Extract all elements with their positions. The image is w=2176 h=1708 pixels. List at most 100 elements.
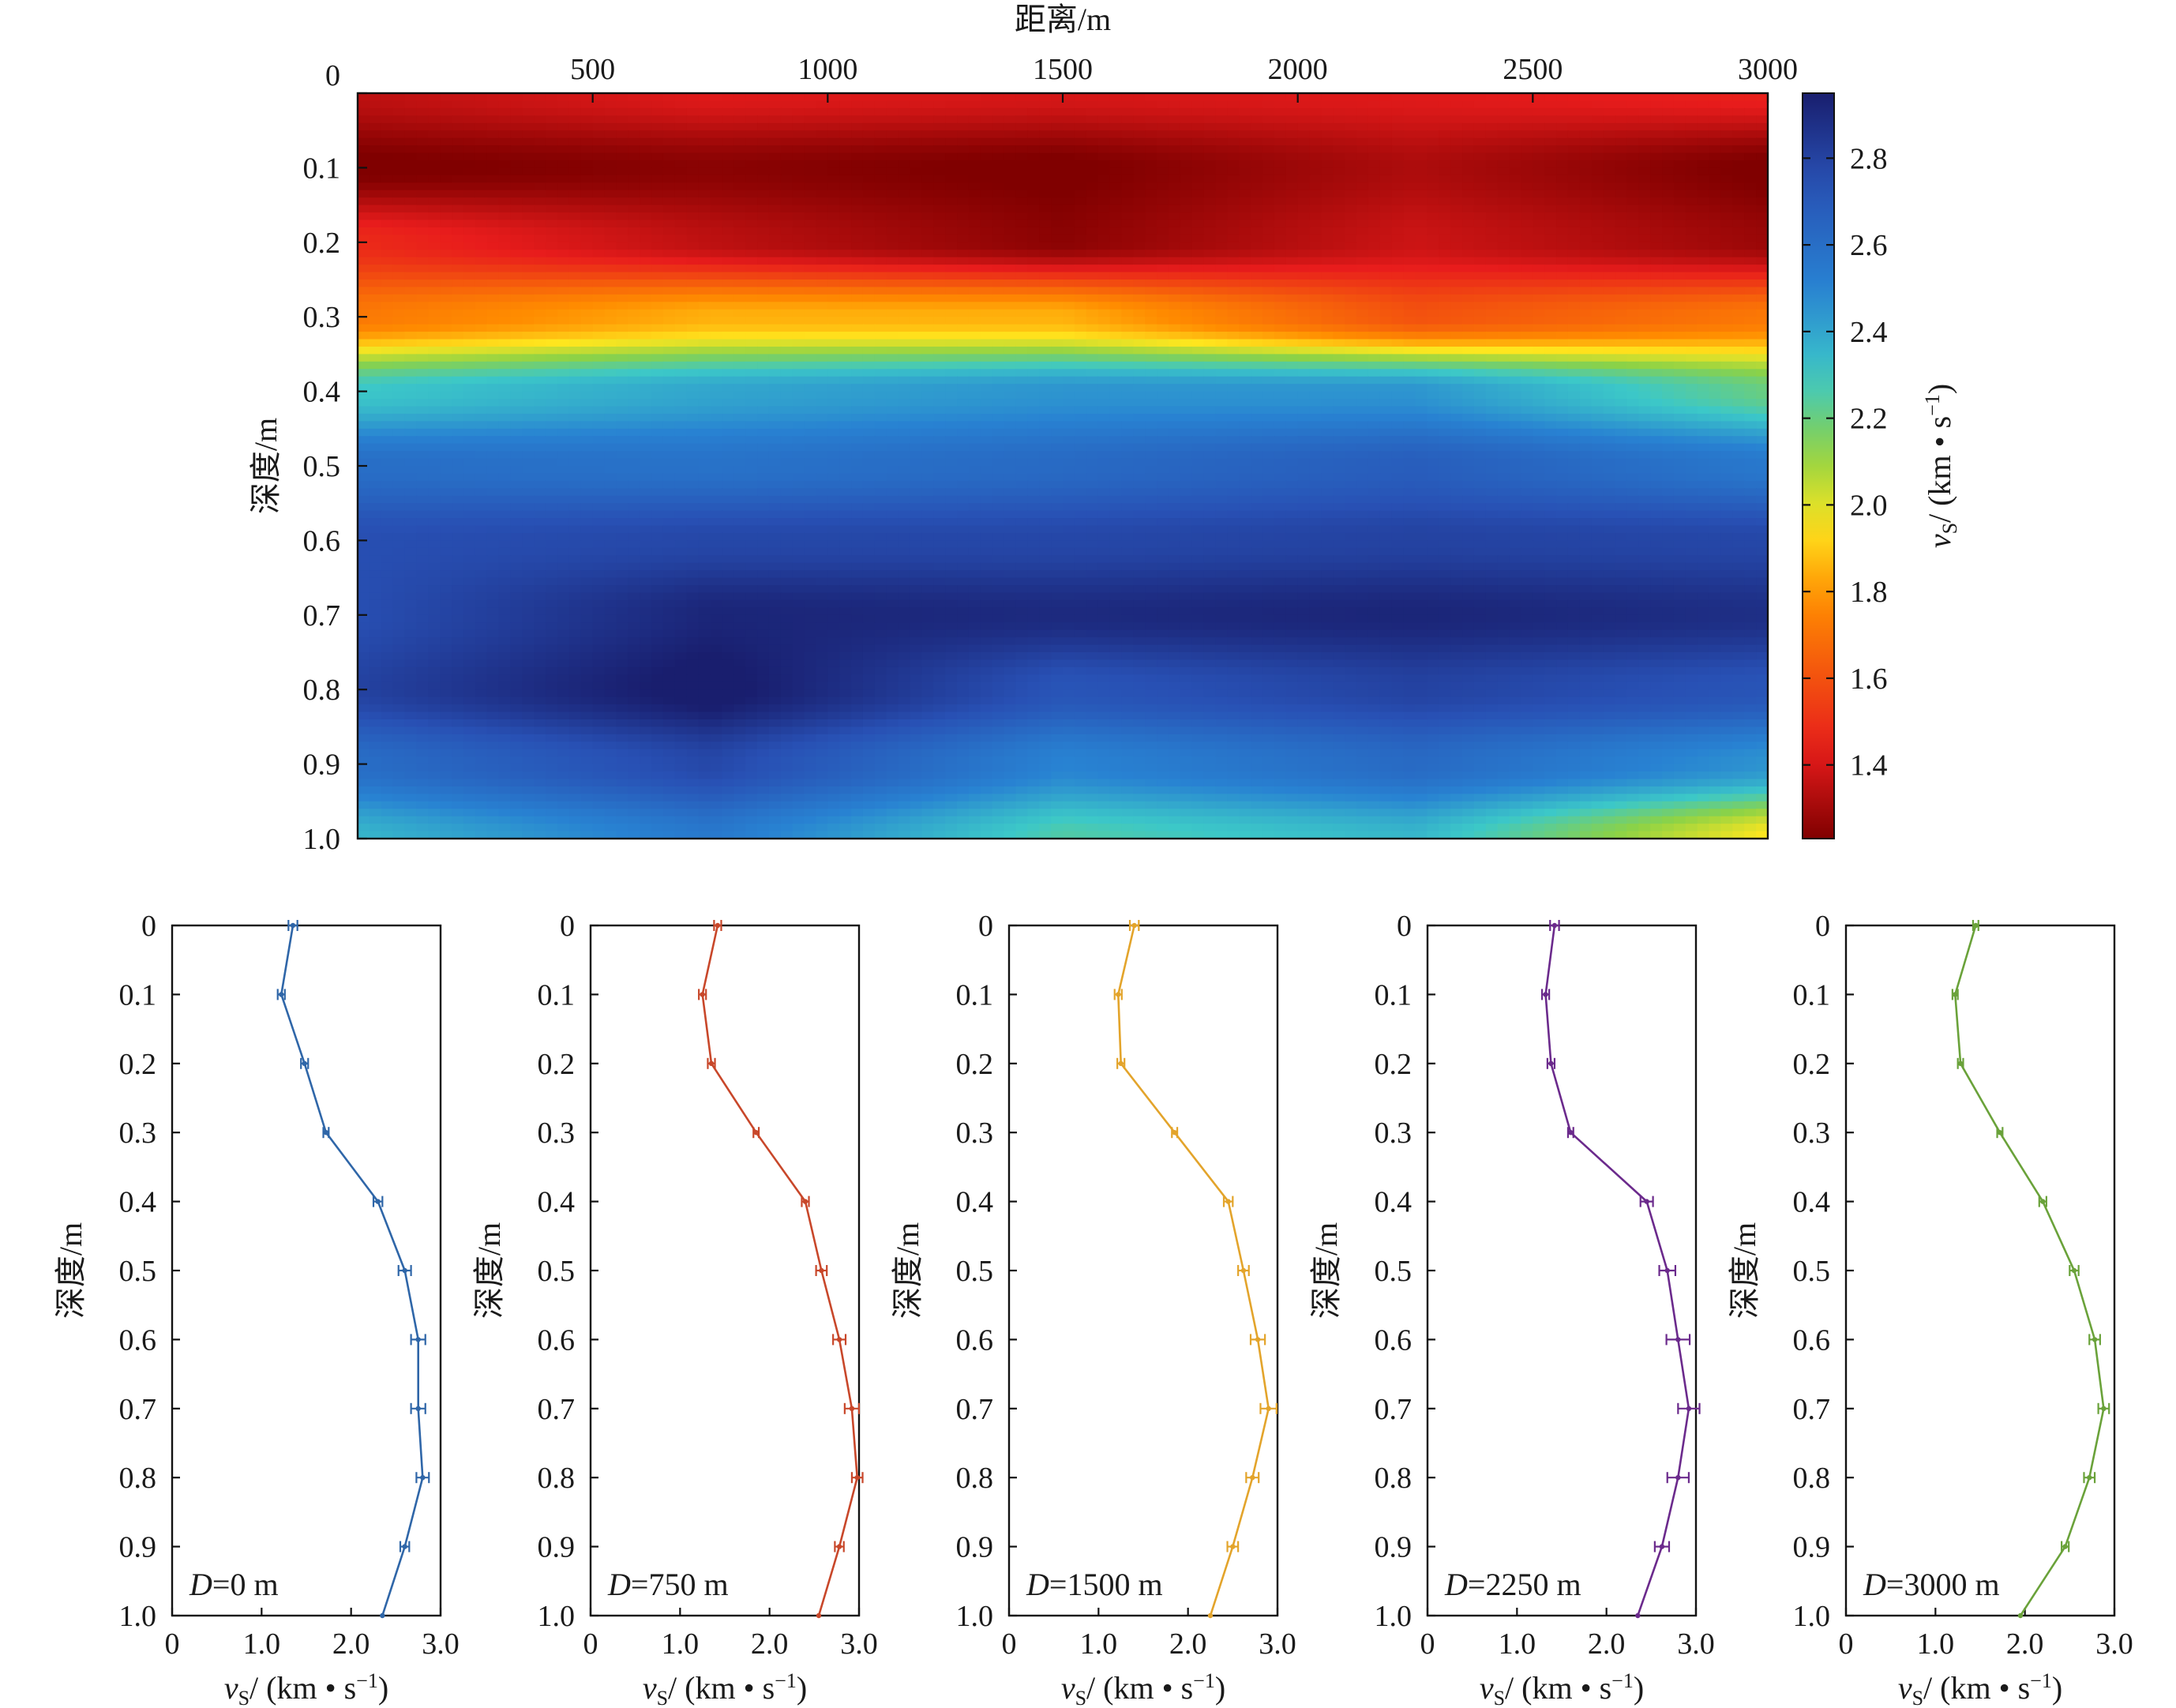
- heatmap-cell: [486, 287, 500, 295]
- heatmap-cell: [1121, 324, 1135, 332]
- heatmap-cell: [992, 212, 1005, 221]
- heatmap-cell: [1333, 309, 1345, 317]
- heatmap-cell: [921, 212, 935, 221]
- heatmap-cell: [674, 242, 688, 251]
- heatmap-cell: [1579, 257, 1593, 265]
- heatmap-cell: [416, 197, 430, 206]
- heatmap-cell: [1097, 227, 1111, 236]
- heatmap-cell: [921, 287, 935, 295]
- heatmap-cell: [381, 354, 394, 362]
- heatmap-cell: [1626, 205, 1640, 213]
- heatmap-cell: [1662, 265, 1675, 273]
- heatmap-cell: [1051, 354, 1064, 362]
- heatmap-cell: [580, 93, 594, 102]
- heatmap-cell: [475, 190, 488, 198]
- heatmap-cell: [874, 242, 887, 251]
- heatmap-cell: [733, 391, 746, 400]
- heatmap-cell: [1063, 235, 1075, 243]
- heatmap-cell: [1157, 294, 1169, 303]
- heatmap-cell: [851, 332, 864, 340]
- heatmap-cell: [1697, 324, 1710, 332]
- heatmap-cell: [839, 265, 852, 273]
- heatmap-cell: [1626, 242, 1640, 251]
- heatmap-cell: [358, 137, 370, 146]
- heatmap-cell: [674, 130, 688, 139]
- heatmap-cell: [910, 182, 923, 191]
- heatmap-cell: [1074, 346, 1087, 355]
- heatmap-cell: [640, 100, 652, 109]
- heatmap-cell: [1097, 212, 1111, 221]
- heatmap-cell: [1333, 317, 1345, 325]
- heatmap-cell: [1215, 235, 1229, 243]
- heatmap-cell: [1697, 242, 1710, 251]
- heatmap-cell: [1567, 100, 1581, 109]
- heatmap-cell: [1251, 302, 1263, 310]
- heatmap-cell: [722, 122, 735, 131]
- heatmap-cell: [1638, 294, 1651, 303]
- heatmap-cell: [1368, 152, 1381, 161]
- heatmap-cell: [1462, 302, 1475, 310]
- heatmap-cell: [392, 376, 406, 385]
- heatmap-cell: [392, 212, 406, 221]
- heatmap-cell: [592, 205, 606, 213]
- heatmap-cell: [851, 175, 864, 184]
- heatmap-cell: [1697, 369, 1710, 377]
- heatmap-cell: [1321, 384, 1334, 392]
- heatmap-cell: [640, 137, 652, 146]
- heatmap-cell: [780, 182, 793, 191]
- heatmap-cell: [980, 227, 993, 236]
- heatmap-cell: [392, 115, 406, 124]
- heatmap-cell: [733, 384, 746, 392]
- heatmap-cell: [604, 376, 617, 385]
- heatmap-cell: [768, 190, 782, 198]
- heatmap-cell: [1203, 190, 1217, 198]
- heatmap-cell: [1168, 384, 1181, 392]
- heatmap-cell: [1709, 332, 1722, 340]
- heatmap-cell: [933, 160, 946, 169]
- heatmap-cell: [662, 302, 676, 310]
- heatmap-cell: [827, 220, 841, 228]
- heatmap-cell: [674, 167, 688, 176]
- heatmap-cell: [1685, 235, 1698, 243]
- heatmap-cell: [1756, 145, 1768, 154]
- heatmap-cell: [1097, 391, 1111, 400]
- heatmap-cell: [1473, 197, 1487, 206]
- heatmap-cell: [1427, 272, 1440, 280]
- heatmap-cell: [522, 309, 535, 317]
- heatmap-cell: [452, 100, 464, 109]
- heatmap-cell: [1015, 130, 1029, 139]
- heatmap-cell: [580, 317, 594, 325]
- heatmap-cell: [851, 227, 864, 236]
- heatmap-cell: [1227, 107, 1240, 117]
- heatmap-cell: [1732, 167, 1746, 176]
- heatmap-cell: [463, 115, 476, 124]
- heatmap-cell: [839, 294, 852, 303]
- heatmap-cell: [674, 212, 688, 221]
- heatmap-cell: [851, 182, 864, 191]
- heatmap-cell: [522, 265, 535, 273]
- heatmap-cell: [921, 160, 935, 169]
- heatmap-cell: [1720, 235, 1734, 243]
- heatmap-cell: [957, 115, 970, 124]
- heatmap-cell: [1462, 115, 1475, 124]
- heatmap-cell: [1215, 369, 1229, 377]
- heatmap-cell: [381, 227, 394, 236]
- heatmap-cell: [710, 391, 723, 400]
- heatmap-cell: [757, 280, 770, 288]
- heatmap-cell: [1650, 220, 1663, 228]
- heatmap-cell: [1709, 93, 1722, 102]
- heatmap-cell: [1650, 294, 1663, 303]
- heatmap-cell: [1345, 205, 1357, 213]
- heatmap-cell: [498, 220, 512, 228]
- heatmap-cell: [1403, 205, 1416, 213]
- heatmap-cell: [1591, 212, 1604, 221]
- heatmap-cell: [1297, 160, 1311, 169]
- heatmap-cell: [522, 107, 535, 117]
- heatmap-cell: [1509, 242, 1522, 251]
- heatmap-cell: [498, 369, 512, 377]
- heatmap-cell: [616, 227, 629, 236]
- heatmap-cell: [910, 175, 923, 184]
- heatmap-cell: [651, 376, 664, 385]
- heatmap-cell: [1685, 317, 1698, 325]
- heatmap-cell: [768, 242, 782, 251]
